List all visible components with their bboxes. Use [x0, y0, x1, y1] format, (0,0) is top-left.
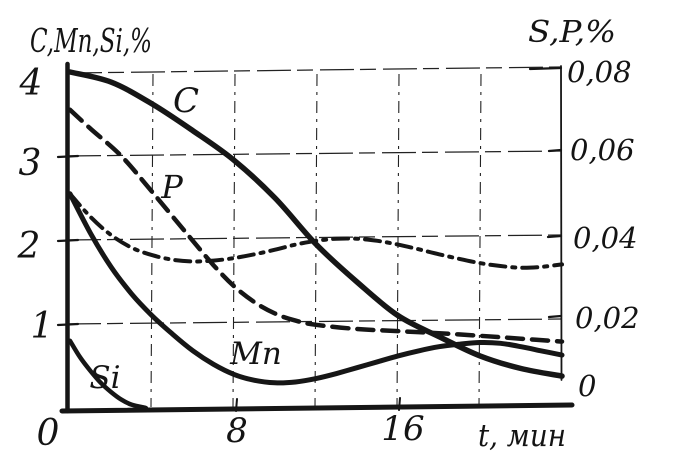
curve-label-mn: Mn: [229, 336, 282, 372]
tick-label-right-0: 0: [578, 369, 596, 403]
tick-label-x-16: 16: [381, 409, 424, 449]
curve-mn: [67, 191, 565, 386]
tick-label-x-8: 8: [226, 411, 248, 451]
curve-s: [68, 191, 564, 270]
x-axis: [59, 402, 575, 414]
grid-lines: [66, 73, 562, 408]
x-axis-title: t, мин: [478, 418, 566, 454]
grid-vline: [396, 73, 400, 408]
tick-label-left-1: 1: [31, 306, 54, 347]
y-axis-right: [560, 65, 563, 381]
grid-vline: [150, 73, 154, 408]
x-axis-ticks: [235, 397, 401, 412]
tick-label-right-004: 0,04: [573, 221, 638, 255]
top-border: [67, 66, 562, 74]
curves: [67, 69, 565, 411]
tick-label-left-3: 3: [19, 143, 42, 184]
tick-label-right-008: 0,08: [567, 55, 632, 89]
curve-label-si: Si: [89, 360, 120, 396]
right-axis-ticks: [528, 66, 563, 319]
tick-label-x-0: 0: [37, 413, 60, 454]
grid-hline: [66, 234, 562, 241]
tick-label-left-4: 4: [19, 63, 43, 104]
tick-label-left-2: 2: [17, 226, 41, 267]
y-axis-right-title: S,P,%: [528, 15, 616, 50]
grid-hline: [66, 318, 562, 325]
grid-vline: [232, 73, 236, 408]
tick-label-right-002: 0,02: [575, 301, 640, 335]
curve-p: [67, 107, 565, 344]
grid-hline: [66, 150, 562, 157]
axes-frame: [56, 61, 575, 414]
curve-si: [67, 338, 149, 411]
curve-label-c: C: [173, 81, 199, 121]
left-axis-ticks: [56, 154, 80, 327]
y-axis-left-title: C,Mn,Si,%: [30, 21, 152, 60]
grid-vline: [478, 73, 482, 408]
curve-c: [67, 69, 565, 379]
curve-label-p: P: [160, 168, 183, 206]
tick-label-right-006: 0,06: [570, 133, 635, 167]
